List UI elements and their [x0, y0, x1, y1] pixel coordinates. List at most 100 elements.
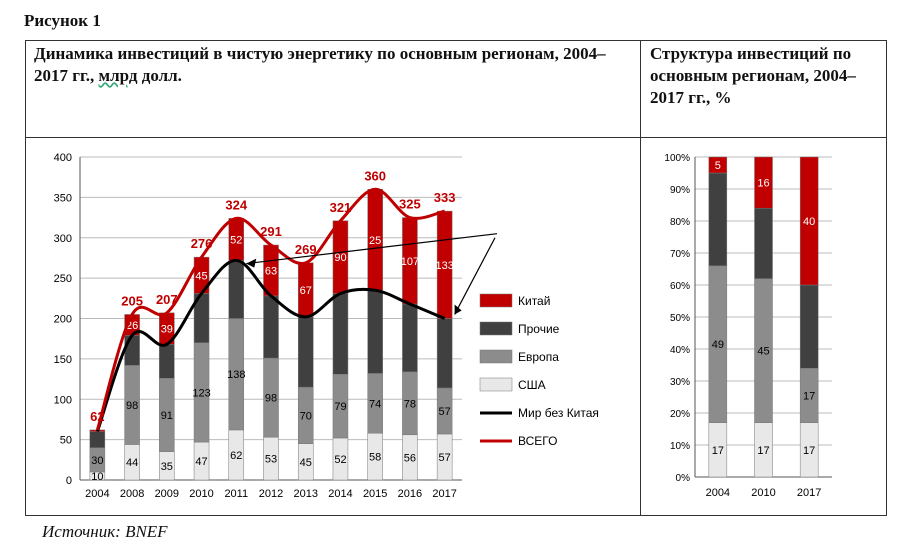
- bar-segment-other: [228, 260, 245, 319]
- y-tick-label: 350: [54, 192, 72, 204]
- bar-segment-other: [159, 344, 175, 379]
- y-tick-label: 20%: [670, 409, 690, 420]
- y-tick-label: 300: [54, 233, 72, 245]
- bar-segment-other: [297, 316, 314, 388]
- legend-key-china: [479, 293, 513, 308]
- trend-arrowhead: [246, 258, 257, 268]
- data-label-usa: 56: [404, 452, 416, 464]
- figure-frame: [25, 40, 887, 516]
- y-tick-label: 30%: [670, 377, 690, 388]
- y-tick-label: 100: [54, 394, 72, 406]
- legend-label: Прочие: [518, 322, 560, 336]
- left-chart-title: Динамика инвестиций в чистую энергетику …: [34, 43, 624, 87]
- data-label-china: 63: [265, 265, 277, 277]
- y-tick-label: 0: [66, 475, 72, 487]
- bar-segment-other: [708, 172, 728, 267]
- bar-segment-other: [332, 293, 349, 375]
- data-label-china: 39: [161, 324, 173, 336]
- left-title-part-1: Динамика инвестиций в чистую энергетику …: [34, 44, 606, 85]
- line-world-ex-china: [95, 258, 446, 433]
- data-label-usa: 17: [803, 445, 815, 457]
- data-label-china: 52: [230, 234, 242, 246]
- legend-label: Европа: [518, 350, 559, 364]
- y-tick-label: 60%: [670, 281, 690, 292]
- data-label-china: 16: [757, 178, 769, 190]
- y-tick-label: 100%: [664, 153, 690, 164]
- data-label-europe: 45: [757, 346, 769, 358]
- data-label-usa: 47: [195, 456, 207, 468]
- x-tick-label: 2015: [363, 488, 387, 500]
- data-label-usa: 53: [265, 454, 277, 466]
- bar-segment-other: [436, 318, 453, 389]
- total-value-label: 360: [364, 168, 386, 183]
- legend-label: США: [518, 378, 546, 392]
- left-chart: 0 50 100 150 200 250 300 350 400 2004 10 30 2008 44 98…: [54, 152, 599, 500]
- total-value-label: 276: [191, 236, 213, 251]
- data-label-usa: 17: [757, 445, 769, 457]
- data-label-europe: 79: [334, 401, 346, 413]
- trend-arrow-line: [454, 237, 496, 315]
- x-tick-label: 2017: [432, 488, 456, 500]
- data-label-europe: 78: [404, 398, 416, 410]
- bar-segment-other: [402, 303, 418, 373]
- y-tick-label: 50%: [670, 313, 690, 324]
- x-tick-label: 2008: [120, 488, 144, 500]
- x-tick-label: 2016: [398, 488, 422, 500]
- y-tick-label: 50: [60, 435, 72, 447]
- x-tick-label: 2009: [155, 488, 179, 500]
- x-tick-label: 2004: [85, 488, 109, 500]
- data-label-europe: 49: [712, 339, 724, 351]
- data-label-usa: 52: [334, 454, 346, 466]
- y-tick-label: 0%: [676, 473, 691, 484]
- right-percent-chart: 0% 10% 20% 30% 40% 50% 60% 70% 80% 90% 100% 2004 17 4…: [664, 153, 832, 499]
- total-value-label: 321: [330, 200, 352, 215]
- right-chart-title: Структура инвестиций по основным региона…: [650, 44, 856, 107]
- left-title-underlined-word: млрд: [98, 66, 138, 85]
- y-tick-label: 250: [54, 273, 72, 285]
- x-tick-label: 2010: [751, 487, 775, 499]
- data-label-europe: 74: [369, 398, 381, 410]
- data-label-usa: 44: [126, 457, 138, 469]
- x-tick-label: 2011: [224, 488, 248, 500]
- trend-annotation: [246, 233, 498, 315]
- line-total: [95, 187, 446, 431]
- bar-segment-other: [89, 431, 106, 448]
- figure-label: Рисунок 1: [24, 11, 101, 30]
- x-tick-label: 2014: [328, 488, 352, 500]
- data-label-usa: 58: [369, 452, 381, 464]
- data-label-china: 133: [435, 260, 453, 272]
- y-tick-label: 150: [54, 354, 72, 366]
- data-label-usa: 35: [161, 461, 173, 473]
- data-label-china: 90: [334, 252, 346, 264]
- data-label-europe: 57: [439, 406, 451, 418]
- column-divider: [640, 40, 641, 516]
- legend: Китай Прочие Европа США Мир без Китая ВСЕГО: [479, 293, 599, 448]
- legend-label: ВСЕГО: [518, 434, 557, 448]
- data-label-usa: 45: [300, 457, 312, 469]
- data-label-europe: 17: [803, 390, 815, 402]
- bar-segment-other: [124, 335, 140, 366]
- data-label-usa: 62: [230, 450, 242, 462]
- bar-segment-other: [799, 284, 819, 369]
- total-value-label: 324: [225, 197, 247, 212]
- legend-label: Китай: [518, 294, 550, 308]
- y-tick-label: 400: [54, 152, 72, 164]
- x-tick-label: 2004: [706, 487, 730, 499]
- y-tick-label: 70%: [670, 249, 690, 260]
- legend-key-other: [479, 321, 513, 336]
- x-tick-label: 2012: [259, 488, 283, 500]
- data-label-europe: 70: [300, 410, 312, 422]
- data-label-usa: 57: [439, 452, 451, 464]
- bar-segment-china: [799, 156, 819, 286]
- bar-segment-other: [263, 295, 279, 359]
- total-value-label: 62: [90, 409, 104, 424]
- data-label-china: 107: [401, 256, 419, 268]
- y-tick-label: 90%: [670, 185, 690, 196]
- data-label-china: 5: [715, 160, 721, 172]
- trend-arrowhead: [454, 304, 462, 315]
- total-value-label: 205: [121, 293, 143, 308]
- total-value-label: 291: [260, 224, 282, 239]
- y-tick-label: 10%: [670, 441, 690, 452]
- left-title-part-3: долл.: [137, 66, 182, 85]
- data-label-europe: 98: [265, 393, 277, 405]
